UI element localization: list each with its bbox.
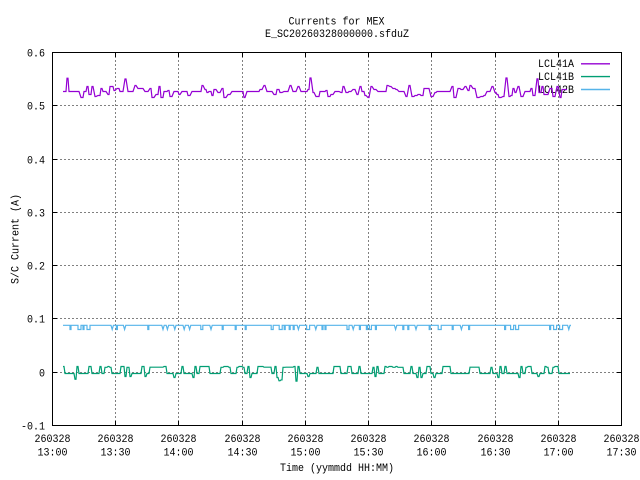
svg-text:0.3: 0.3	[27, 209, 45, 221]
svg-text:17:30: 17:30	[607, 448, 637, 460]
svg-text:0.5: 0.5	[27, 102, 45, 114]
svg-text:Time (yymmdd HH:MM): Time (yymmdd HH:MM)	[280, 463, 394, 475]
svg-text:16:00: 16:00	[417, 448, 447, 460]
svg-text:14:30: 14:30	[228, 448, 258, 460]
svg-text:13:00: 13:00	[38, 448, 68, 460]
svg-text:15:30: 15:30	[354, 448, 384, 460]
svg-text:260328: 260328	[225, 434, 261, 446]
svg-text:17:00: 17:00	[544, 448, 574, 460]
svg-text:0.1: 0.1	[27, 315, 45, 327]
svg-text:16:30: 16:30	[481, 448, 511, 460]
svg-text:14:00: 14:00	[164, 448, 194, 460]
svg-text:S/C Current (A): S/C Current (A)	[11, 194, 23, 284]
svg-text:15:00: 15:00	[291, 448, 321, 460]
svg-text:0.6: 0.6	[27, 49, 45, 61]
svg-text:LCL41A: LCL41A	[538, 59, 574, 71]
svg-text:0.4: 0.4	[27, 156, 45, 168]
svg-text:260328: 260328	[98, 434, 134, 446]
svg-text:260328: 260328	[351, 434, 387, 446]
svg-text:E_SC20260328000000.sfduZ: E_SC20260328000000.sfduZ	[265, 29, 409, 41]
svg-text:260328: 260328	[541, 434, 577, 446]
svg-text:13:30: 13:30	[101, 448, 131, 460]
svg-text:0.2: 0.2	[27, 262, 45, 274]
svg-text:260328: 260328	[478, 434, 514, 446]
svg-text:260328: 260328	[414, 434, 450, 446]
svg-text:260328: 260328	[604, 434, 640, 446]
svg-text:-0.1: -0.1	[21, 422, 45, 434]
svg-text:260328: 260328	[161, 434, 197, 446]
svg-text:0: 0	[39, 369, 45, 381]
svg-text:LCL41B: LCL41B	[538, 72, 574, 84]
svg-text:260328: 260328	[288, 434, 324, 446]
svg-text:Currents for MEX: Currents for MEX	[289, 17, 385, 29]
svg-text:260328: 260328	[35, 434, 71, 446]
